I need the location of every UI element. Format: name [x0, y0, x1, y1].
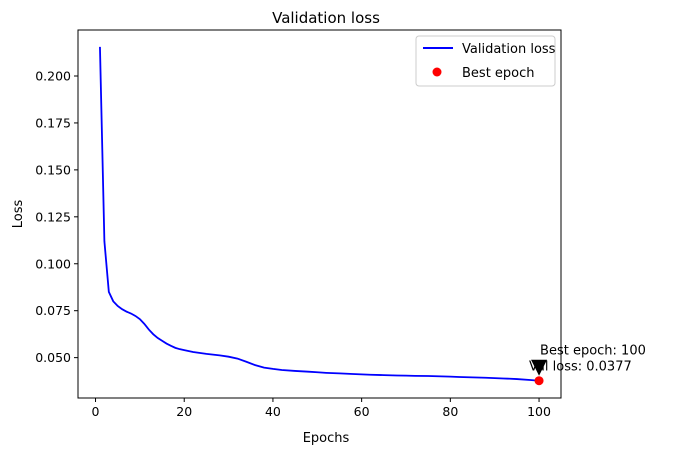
plot-area: 0 20 40 60 80 100 0.0500.0750.1000.1250.1500.… — [35, 29, 562, 419]
y-tick-label: 0.150 — [35, 162, 71, 177]
x-tick-label: 60 — [354, 404, 370, 419]
annotation-best-epoch: Best epoch: 100 — [540, 344, 646, 359]
annotation-val-loss: Val loss: 0.0377 — [529, 360, 632, 375]
best-epoch-point — [534, 376, 544, 386]
chart-title: Validation loss — [272, 9, 380, 27]
x-tick-label: 100 — [527, 404, 551, 419]
annotation-arrow — [531, 359, 548, 376]
series-line-validation-loss — [99, 46, 540, 382]
y-tick-label: 0.050 — [35, 350, 71, 365]
y-tick-label: 0.175 — [35, 115, 71, 130]
y-axis-ticks: 0.050 0.075 0.100 0.125 0.150 0.175 0.200 — [35, 69, 78, 365]
y-tick-label: 0.200 — [35, 69, 71, 84]
x-axis-ticks: 0 20 40 60 80 100 — [92, 398, 551, 419]
x-tick-label: 40 — [265, 404, 281, 419]
plot-frame — [77, 29, 562, 399]
y-tick-label: 0.125 — [35, 209, 71, 224]
legend-label-validation-loss: Validation loss — [462, 42, 556, 57]
legend-dot-swatch — [432, 67, 442, 77]
y-tick-label: 0.100 — [35, 256, 71, 271]
x-tick-label: 20 — [176, 404, 192, 419]
y-axis-label: Loss — [11, 200, 26, 229]
x-tick-label: 80 — [442, 404, 458, 419]
x-axis-label: Epochs — [303, 431, 350, 446]
legend-label-best-epoch: Best epoch — [462, 66, 535, 81]
legend: Validation loss Best epoch — [415, 35, 556, 87]
x-tick-label: 0 — [92, 404, 100, 419]
y-tick-label: 0.075 — [35, 303, 71, 318]
